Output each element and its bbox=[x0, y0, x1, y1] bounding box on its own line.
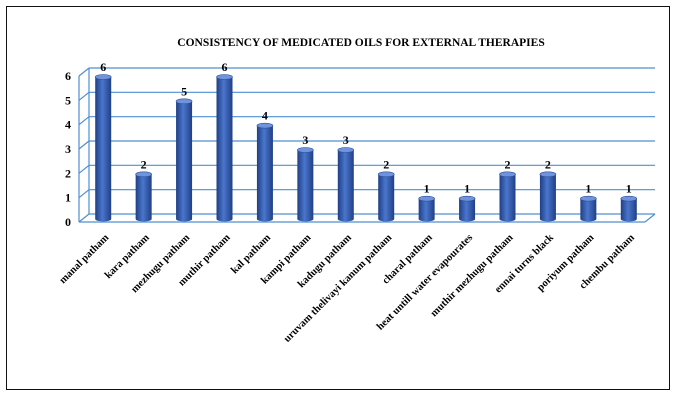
y-tick-label: 3 bbox=[65, 142, 71, 156]
floor-edge bbox=[644, 213, 656, 223]
data-label: 6 bbox=[100, 60, 106, 74]
y-tick-label: 1 bbox=[65, 191, 71, 205]
bar bbox=[418, 195, 435, 222]
data-label: 3 bbox=[302, 133, 308, 147]
gridline-depth bbox=[78, 164, 90, 174]
data-label: 1 bbox=[464, 182, 470, 196]
y-tick-label: 0 bbox=[65, 215, 71, 229]
bar bbox=[256, 122, 274, 222]
bar bbox=[458, 195, 476, 222]
bar bbox=[135, 171, 152, 222]
y-tick-label: 2 bbox=[65, 166, 71, 180]
y-axis-ticks: 0 1 2 3 4 5 6 bbox=[65, 69, 71, 229]
data-label: 1 bbox=[424, 182, 430, 196]
data-label: 2 bbox=[383, 157, 389, 171]
bar bbox=[620, 195, 638, 222]
bar-chart: CONSISTENCY OF MEDICATED OILS FOR EXTERN… bbox=[58, 37, 656, 345]
data-label: 2 bbox=[141, 157, 147, 171]
data-label: 1 bbox=[585, 182, 591, 196]
bar bbox=[539, 171, 557, 222]
data-label: 4 bbox=[262, 109, 268, 123]
y-tick-label: 5 bbox=[65, 93, 71, 107]
bar bbox=[499, 171, 516, 222]
chart-title: CONSISTENCY OF MEDICATED OILS FOR EXTERN… bbox=[177, 37, 544, 49]
gridline-depth bbox=[78, 140, 90, 150]
gridline-depth bbox=[78, 116, 90, 126]
gridline-depth bbox=[78, 91, 90, 101]
bar bbox=[580, 195, 597, 222]
bar bbox=[297, 147, 314, 222]
data-labels: 6 2 5 6 4 3 3 2 1 1 2 2 1 1 bbox=[100, 60, 632, 196]
category-label: kal patham bbox=[229, 232, 273, 276]
data-label: 1 bbox=[626, 182, 632, 196]
y-tick-label: 4 bbox=[65, 118, 71, 132]
data-label: 6 bbox=[222, 60, 228, 74]
bar bbox=[377, 171, 395, 222]
data-label: 3 bbox=[343, 133, 349, 147]
y-tick-label: 6 bbox=[65, 69, 71, 83]
category-label: manal patham bbox=[58, 232, 112, 286]
category-label: muthir mezhugu patham bbox=[429, 232, 516, 319]
bar bbox=[175, 98, 193, 222]
gridline-depth bbox=[78, 213, 90, 223]
bar bbox=[94, 74, 112, 222]
chart-frame: CONSISTENCY OF MEDICATED OILS FOR EXTERN… bbox=[6, 6, 670, 390]
data-label: 2 bbox=[505, 157, 511, 171]
data-label: 2 bbox=[545, 157, 551, 171]
gridline-depth bbox=[78, 189, 90, 199]
data-label: 5 bbox=[181, 84, 187, 98]
bar bbox=[337, 147, 355, 222]
bars bbox=[94, 74, 638, 222]
gridlines bbox=[78, 67, 656, 223]
bar bbox=[216, 74, 233, 222]
gridline-depth bbox=[78, 67, 90, 77]
